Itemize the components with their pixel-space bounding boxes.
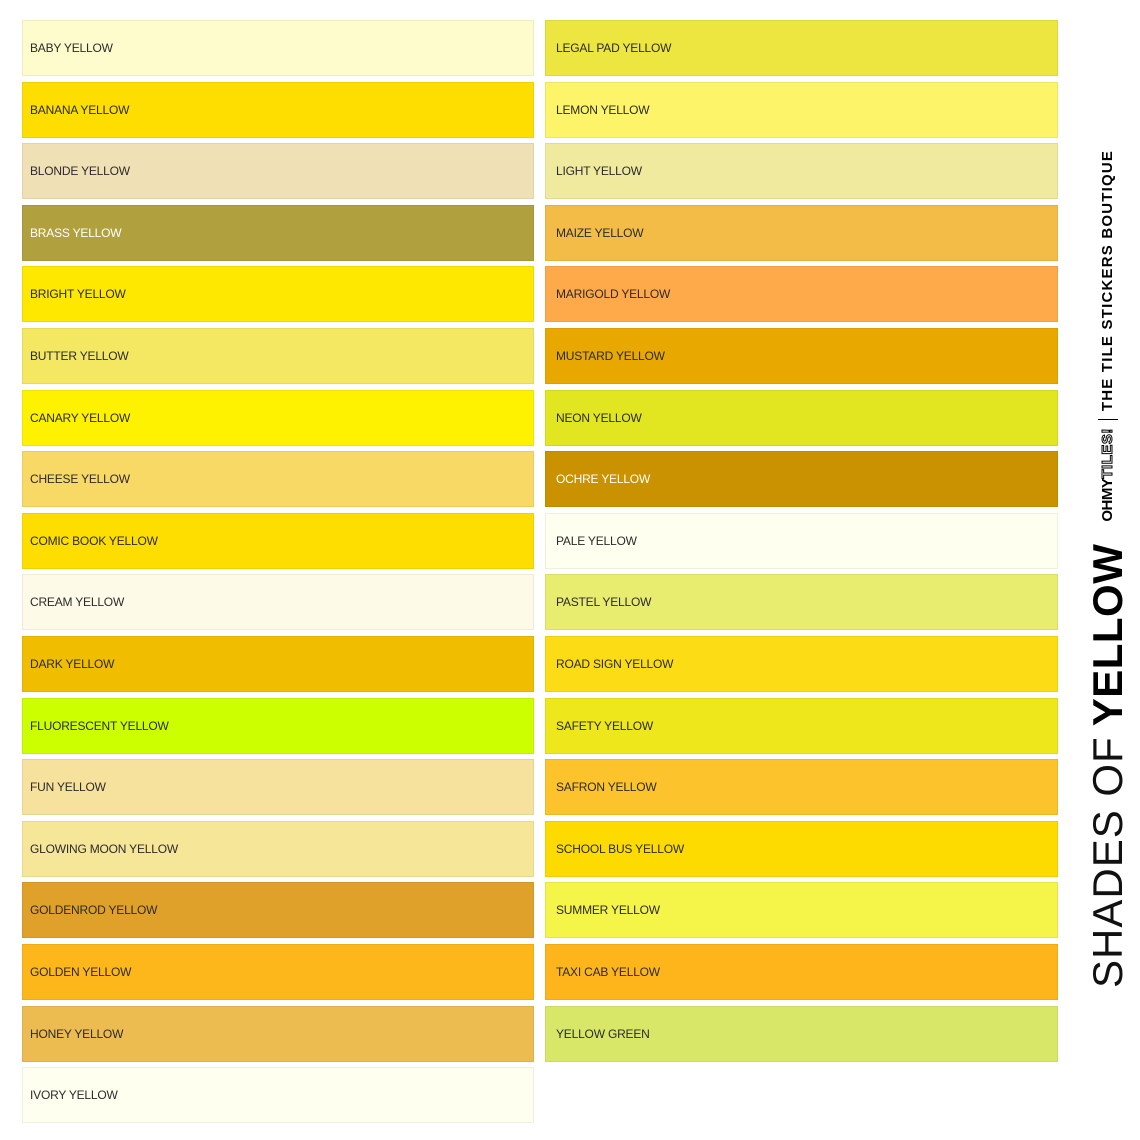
swatch-label: ROAD SIGN YELLOW xyxy=(556,657,674,671)
brand-tiles-text: TILES! xyxy=(1099,428,1117,480)
swatch-label: OCHRE YELLOW xyxy=(556,472,651,487)
swatch-label: IVORY YELLOW xyxy=(30,1088,118,1103)
swatch-label: MAIZE YELLOW xyxy=(556,225,644,240)
color-swatch: LIGHT YELLOW xyxy=(545,143,1058,200)
brand-logo: OH MY TILES! THE TILE STICKERS BOUTIQUE xyxy=(1075,150,1140,522)
brand-my-text: MY xyxy=(1099,478,1116,501)
swatch-label: SAFETY YELLOW xyxy=(556,718,653,733)
color-swatch: LEGAL PAD YELLOW xyxy=(545,20,1058,76)
color-swatch: NEON YELLOW xyxy=(545,389,1058,446)
color-swatch: SUMMER YELLOW xyxy=(545,882,1058,939)
color-swatch: BABY YELLOW xyxy=(22,20,534,76)
swatch-label: BLONDE YELLOW xyxy=(30,164,130,179)
swatch-label: PASTEL YELLOW xyxy=(556,595,652,610)
swatch-label: LEGAL PAD YELLOW xyxy=(556,41,672,55)
brand-divider xyxy=(1097,419,1118,421)
color-swatch: FUN YELLOW xyxy=(22,759,534,816)
swatch-label: BRIGHT YELLOW xyxy=(30,287,126,302)
color-swatch: ROAD SIGN YELLOW xyxy=(545,636,1058,692)
color-swatch: YELLOW GREEN xyxy=(545,1005,1058,1062)
swatch-label: YELLOW GREEN xyxy=(556,1026,650,1041)
color-swatch: SCHOOL BUS YELLOW xyxy=(545,820,1058,877)
swatch-label: CREAM YELLOW xyxy=(30,595,125,610)
color-swatch: SAFETY YELLOW xyxy=(545,697,1058,754)
color-swatch: MAIZE YELLOW xyxy=(545,204,1058,261)
swatch-label: BUTTER YELLOW xyxy=(30,349,129,363)
color-swatch: OCHRE YELLOW xyxy=(545,451,1058,508)
swatch-label: PALE YELLOW xyxy=(556,533,637,548)
color-swatch: BRIGHT YELLOW xyxy=(22,266,534,323)
title-bold-text: YELLOW xyxy=(1083,543,1131,727)
color-swatch: BLONDE YELLOW xyxy=(22,143,534,200)
side-title-inner: SHADES OF YELLOW OH MY TILES! THE TILE S… xyxy=(1075,150,1140,988)
color-swatch: BUTTER YELLOW xyxy=(22,328,534,384)
swatch-label: DARK YELLOW xyxy=(30,657,115,671)
color-swatch: SAFRON YELLOW xyxy=(545,759,1058,816)
swatch-label: SAFRON YELLOW xyxy=(556,780,657,795)
color-swatch: LEMON YELLOW xyxy=(545,81,1058,138)
swatch-label: SCHOOL BUS YELLOW xyxy=(556,841,684,856)
color-swatch: CANARY YELLOW xyxy=(22,389,534,446)
swatch-label: HONEY YELLOW xyxy=(30,1026,124,1041)
swatch-label: CANARY YELLOW xyxy=(30,410,131,425)
swatch-label: CHEESE YELLOW xyxy=(30,472,130,487)
brand-oh-text: OH xyxy=(1099,500,1116,522)
color-swatch: BANANA YELLOW xyxy=(22,81,534,138)
color-swatch: PASTEL YELLOW xyxy=(545,574,1058,631)
swatch-label: GLOWING MOON YELLOW xyxy=(30,841,178,856)
swatch-label: FUN YELLOW xyxy=(30,780,106,795)
color-swatch: MARIGOLD YELLOW xyxy=(545,266,1058,323)
swatch-label: TAXI CAB YELLOW xyxy=(556,965,660,979)
color-swatch: BRASS YELLOW xyxy=(22,204,534,261)
swatch-label: SUMMER YELLOW xyxy=(556,903,660,918)
color-swatch: MUSTARD YELLOW xyxy=(545,328,1058,384)
swatch-label: MUSTARD YELLOW xyxy=(556,349,665,363)
color-swatch: CHEESE YELLOW xyxy=(22,451,534,508)
color-swatch: TAXI CAB YELLOW xyxy=(545,944,1058,1000)
title-light-text: SHADES OF xyxy=(1083,736,1131,988)
swatch-label: NEON YELLOW xyxy=(556,410,642,425)
brand-tagline: THE TILE STICKERS BOUTIQUE xyxy=(1099,149,1116,412)
swatch-label: GOLDENROD YELLOW xyxy=(30,903,158,918)
color-swatch: GLOWING MOON YELLOW xyxy=(22,820,534,877)
swatch-label: COMIC BOOK YELLOW xyxy=(30,533,158,548)
color-swatch: CREAM YELLOW xyxy=(22,574,534,631)
swatch-label: BRASS YELLOW xyxy=(30,225,122,240)
color-swatch: PALE YELLOW xyxy=(545,512,1058,569)
color-swatch: HONEY YELLOW xyxy=(22,1005,534,1062)
swatch-label: BANANA YELLOW xyxy=(30,102,130,117)
color-swatch: DARK YELLOW xyxy=(22,636,534,692)
color-swatch: GOLDENROD YELLOW xyxy=(22,882,534,939)
swatch-label: LEMON YELLOW xyxy=(556,102,650,117)
color-swatch: FLUORESCENT YELLOW xyxy=(22,697,534,754)
swatch-label: GOLDEN YELLOW xyxy=(30,965,132,979)
color-swatch: GOLDEN YELLOW xyxy=(22,944,534,1000)
side-title-banner: SHADES OF YELLOW OH MY TILES! THE TILE S… xyxy=(1075,0,1140,1140)
swatch-label: BABY YELLOW xyxy=(30,41,113,55)
swatch-label: MARIGOLD YELLOW xyxy=(556,287,671,302)
color-swatch: IVORY YELLOW xyxy=(22,1067,534,1124)
swatch-label: LIGHT YELLOW xyxy=(556,164,642,179)
color-swatch: COMIC BOOK YELLOW xyxy=(22,512,534,569)
swatch-label: FLUORESCENT YELLOW xyxy=(30,718,169,733)
